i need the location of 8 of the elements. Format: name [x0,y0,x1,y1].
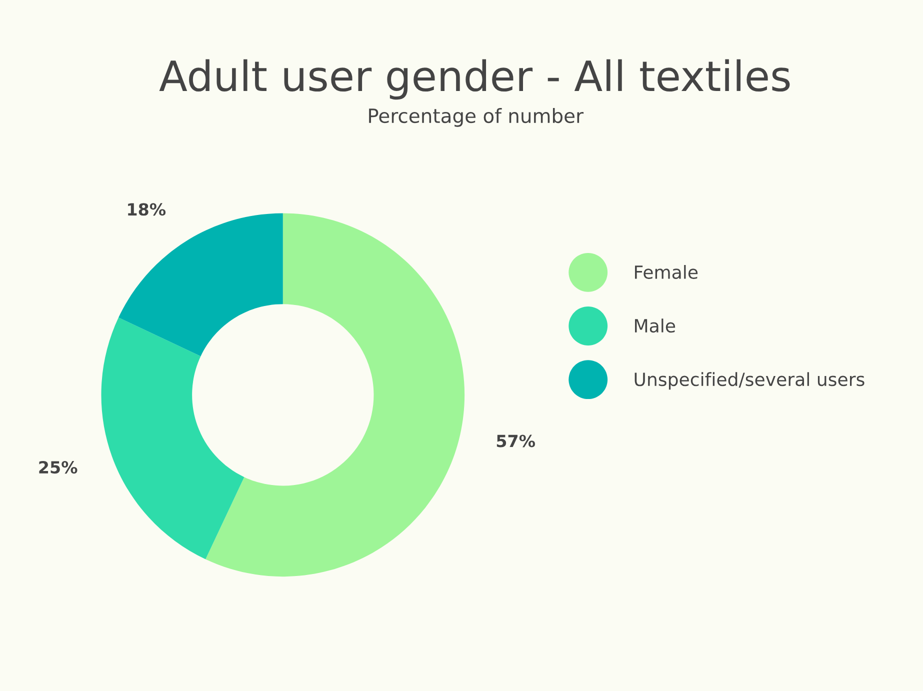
legend-label: Unspecified/several users [634,372,864,390]
chart-subtitle: Percentage of number [369,108,584,127]
data-label: 25% [39,460,78,474]
chart-title: Adult user gender - All textiles [159,59,790,100]
legend-label: Male [635,318,676,333]
legend-label: Female [635,265,698,279]
data-label: 18% [128,203,166,216]
data-label: 57% [496,434,536,448]
